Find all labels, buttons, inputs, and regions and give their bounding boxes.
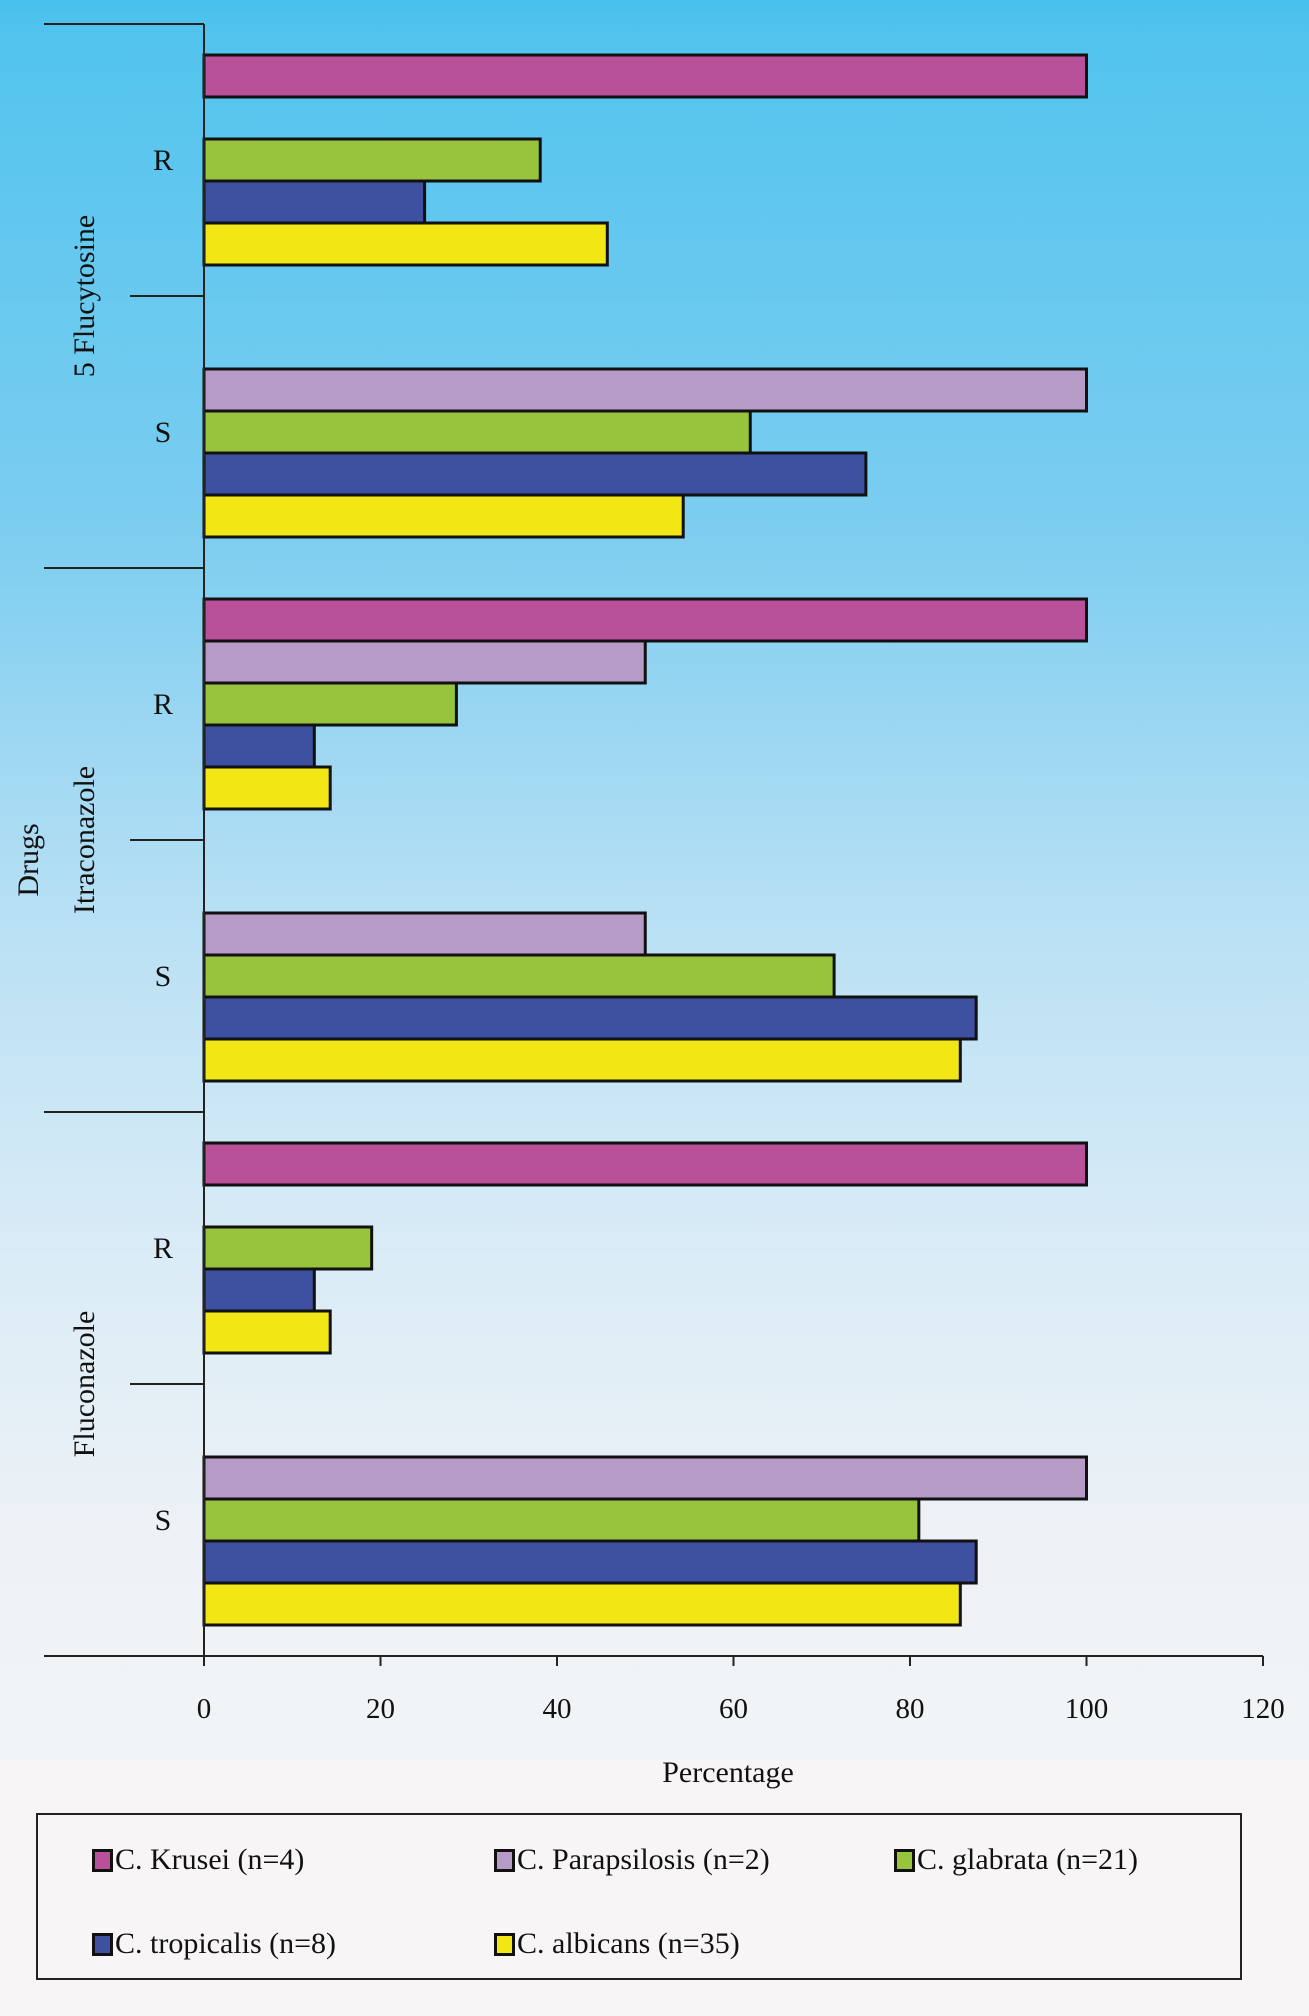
drug-label-5-flucytosine: 5 Flucytosine — [68, 215, 101, 378]
x-tick-label: 0 — [197, 1693, 212, 1725]
legend: C. Krusei (n=4) C. Parapsilosis (n=2) C.… — [36, 1813, 1242, 1980]
bar-itraconazole-r-c-tropicalis — [202, 723, 316, 769]
bar-itraconazole-r-c-albicans — [202, 765, 332, 811]
category-label-itraconazole-r: R — [153, 688, 173, 721]
legend-swatch-parapsilosis — [494, 1848, 515, 1872]
x-axis-title: Percentage — [662, 1756, 794, 1789]
bar-5-flucytosine-r-c-krusei — [202, 53, 1088, 99]
bar-itraconazole-r-c-krusei — [202, 597, 1088, 643]
category-label-5-flucytosine-r: R — [153, 144, 173, 177]
bar-5-flucytosine-s-c-albicans — [202, 493, 685, 539]
bar-fluconazole-r-c-glabrata — [202, 1225, 374, 1271]
legend-swatch-albicans — [494, 1932, 515, 1956]
bar-5-flucytosine-s-c-parapsilosis — [202, 367, 1088, 413]
y-axis-title: Drugs — [12, 823, 45, 896]
bar-itraconazole-s-c-albicans — [202, 1037, 962, 1083]
bar-itraconazole-s-c-glabrata — [202, 953, 836, 999]
bar-chart: 0 20 40 60 80 100 120 R S R S R S 5 Flucytosine Itraco… — [12, 23, 1285, 1789]
legend-swatch-glabrata — [894, 1848, 915, 1872]
legend-label-glabrata: C. glabrata (n=21) — [917, 1843, 1139, 1876]
legend-item-albicans: C. albicans (n=35) — [494, 1929, 740, 1959]
drug-label-fluconazole: Fluconazole — [68, 1311, 101, 1458]
bar-fluconazole-s-c-albicans — [202, 1581, 962, 1627]
bar-fluconazole-s-c-parapsilosis — [202, 1455, 1088, 1501]
legend-item-tropicalis: C. tropicalis (n=8) — [92, 1929, 336, 1959]
legend-item-krusei: C. Krusei (n=4) — [92, 1845, 304, 1875]
legend-item-parapsilosis: C. Parapsilosis (n=2) — [494, 1845, 770, 1875]
x-tick-label: 80 — [896, 1693, 925, 1725]
category-label-5-flucytosine-s: S — [155, 416, 172, 449]
legend-label-parapsilosis: C. Parapsilosis (n=2) — [517, 1843, 770, 1876]
legend-label-tropicalis: C. tropicalis (n=8) — [115, 1927, 337, 1960]
bar-5-flucytosine-s-c-tropicalis — [202, 451, 868, 497]
x-tick-label: 40 — [543, 1693, 572, 1725]
bars-group — [202, 53, 1088, 1627]
bar-fluconazole-s-c-tropicalis — [202, 1539, 978, 1585]
axes-group — [44, 23, 1264, 1666]
category-label-fluconazole-r: R — [153, 1232, 173, 1265]
bar-fluconazole-r-c-krusei — [202, 1141, 1088, 1187]
x-tick-label: 60 — [719, 1693, 748, 1725]
legend-item-glabrata: C. glabrata (n=21) — [894, 1845, 1138, 1875]
bar-itraconazole-s-c-parapsilosis — [202, 911, 647, 957]
bar-fluconazole-r-c-tropicalis — [202, 1267, 316, 1313]
labels-group: 0 20 40 60 80 100 120 R S R S R S 5 Flucytosine Itraco… — [68, 144, 1285, 1725]
drug-label-itraconazole: Itraconazole — [68, 766, 101, 914]
bar-itraconazole-s-c-tropicalis — [202, 995, 978, 1041]
bar-5-flucytosine-s-c-glabrata — [202, 409, 752, 455]
bar-5-flucytosine-r-c-tropicalis — [202, 179, 427, 225]
legend-label-albicans: C. albicans (n=35) — [517, 1927, 740, 1960]
bar-itraconazole-r-c-parapsilosis — [202, 639, 647, 685]
bar-itraconazole-r-c-glabrata — [202, 681, 458, 727]
legend-swatch-tropicalis — [92, 1932, 113, 1956]
x-tick-label: 20 — [366, 1693, 395, 1725]
category-label-fluconazole-s: S — [155, 1504, 172, 1537]
legend-label-krusei: C. Krusei (n=4) — [115, 1843, 305, 1876]
x-tick-label: 100 — [1065, 1693, 1109, 1725]
category-label-itraconazole-s: S — [155, 960, 172, 993]
legend-swatch-krusei — [92, 1848, 113, 1872]
bar-fluconazole-r-c-albicans — [202, 1309, 332, 1355]
bar-5-flucytosine-r-c-glabrata — [202, 137, 542, 183]
bar-5-flucytosine-r-c-albicans — [202, 221, 609, 267]
x-tick-label: 120 — [1241, 1693, 1285, 1725]
bar-fluconazole-s-c-glabrata — [202, 1497, 921, 1543]
